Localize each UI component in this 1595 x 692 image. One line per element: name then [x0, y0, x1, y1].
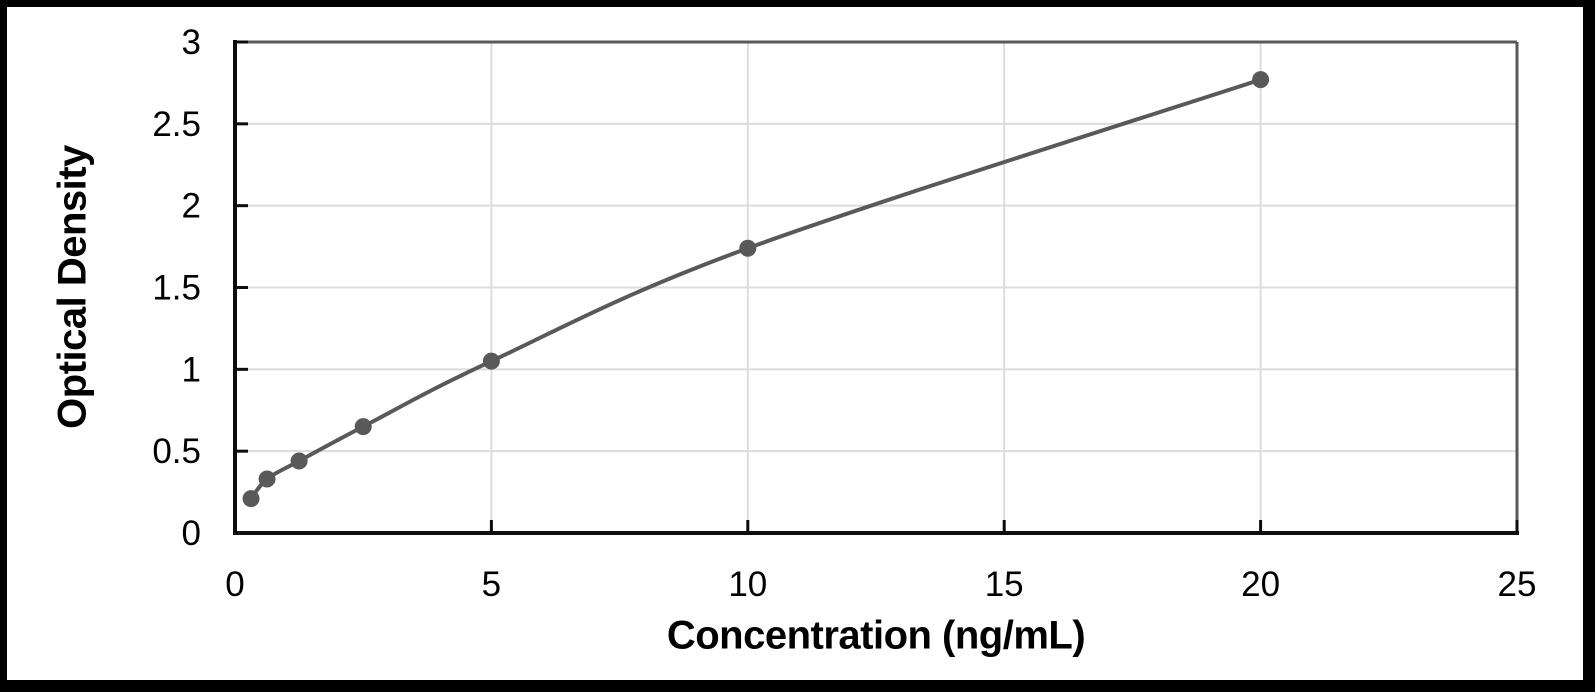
x-tick-label: 20 — [1241, 565, 1280, 604]
data-point-marker — [739, 239, 757, 257]
x-tick-label: 5 — [482, 565, 501, 604]
plot-area: 0 0.5 1 1.5 2 2.5 3 0 5 10 15 20 25 — [152, 23, 1537, 604]
y-tick-label: 0.5 — [152, 432, 201, 471]
y-tick-label: 0 — [182, 514, 201, 553]
x-tick-label: 15 — [985, 565, 1024, 604]
standard-curve-line — [249, 77, 1263, 501]
x-tick-label: 0 — [225, 565, 244, 604]
data-point-marker — [290, 452, 308, 470]
data-point-marker — [242, 490, 260, 508]
y-tick-label: 2 — [182, 187, 201, 226]
y-tick-label: 2.5 — [152, 105, 201, 144]
x-axis-title: Concentration (ng/mL) — [666, 613, 1086, 658]
y-tick-label: 1 — [182, 350, 201, 389]
x-tick-label: 10 — [728, 565, 767, 604]
data-point-marker — [258, 470, 276, 488]
data-point-marker — [354, 418, 372, 436]
data-point-marker — [1252, 71, 1270, 89]
y-tick-label: 1.5 — [152, 269, 201, 308]
y-axis-title: Optical Density — [50, 145, 95, 429]
x-tick-label: 25 — [1498, 565, 1537, 604]
data-point-marker — [482, 352, 500, 370]
y-tick-label: 3 — [182, 23, 201, 62]
